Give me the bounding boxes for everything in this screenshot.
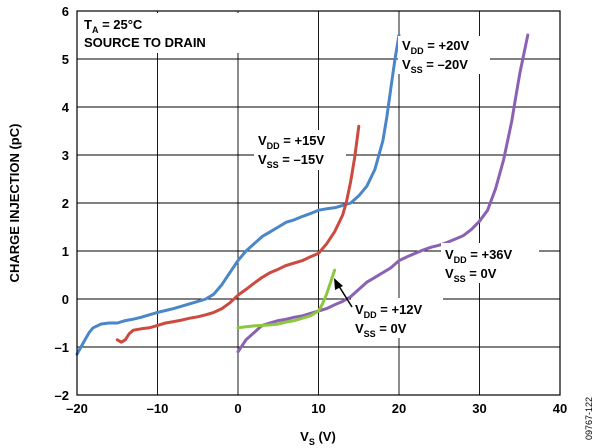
y-tick-label: 6	[62, 4, 69, 19]
y-tick-label: 4	[62, 100, 70, 115]
conditions-line2: SOURCE TO DRAIN	[84, 35, 206, 50]
y-tick-label: 2	[62, 196, 69, 211]
x-tick-label: 20	[392, 401, 406, 416]
y-tick-label: –2	[55, 388, 69, 403]
y-tick-label: 5	[62, 52, 69, 67]
y-axis-title: CHARGE INJECTION (pC)	[7, 124, 22, 283]
figure-code: 09767-122	[584, 397, 594, 440]
y-tick-label: 1	[62, 244, 69, 259]
x-tick-label: 30	[472, 401, 486, 416]
x-tick-label: 0	[234, 401, 241, 416]
y-tick-label: –1	[55, 340, 69, 355]
x-tick-label: –20	[66, 401, 88, 416]
x-tick-label: 10	[311, 401, 325, 416]
x-tick-label: –10	[147, 401, 169, 416]
y-tick-label: 3	[62, 148, 69, 163]
x-axis-title: VS (V)	[300, 429, 336, 447]
series-layer	[77, 35, 528, 354]
y-tick-label: 0	[62, 292, 69, 307]
x-tick-label: 40	[553, 401, 567, 416]
